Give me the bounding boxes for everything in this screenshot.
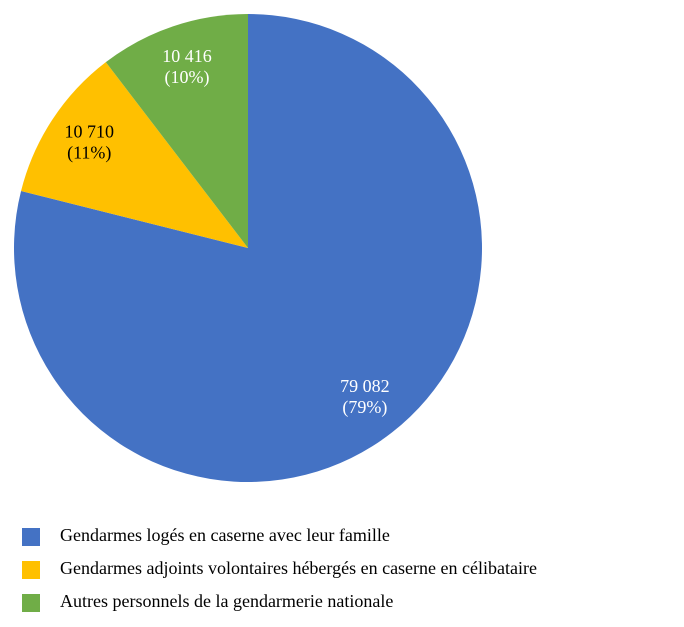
legend-swatch [22, 561, 40, 579]
pie-slice [21, 62, 249, 248]
percent-label: (10%) [165, 67, 210, 88]
percent-label: (11%) [67, 143, 111, 164]
pie-slice [105, 14, 248, 248]
legend-label: Gendarmes logés en caserne avec leur fam… [60, 525, 390, 545]
data-label: 10 710 [65, 122, 115, 142]
legend-swatch [22, 528, 40, 546]
legend-swatch [22, 594, 40, 612]
percent-label: (79%) [342, 397, 387, 418]
data-label: 10 416 [162, 46, 212, 66]
pie-slice [14, 14, 483, 482]
legend-label: Gendarmes adjoints volontaires hébergés … [60, 558, 537, 578]
legend-label: Autres personnels de la gendarmerie nati… [60, 591, 393, 611]
data-label: 79 082 [340, 376, 390, 396]
